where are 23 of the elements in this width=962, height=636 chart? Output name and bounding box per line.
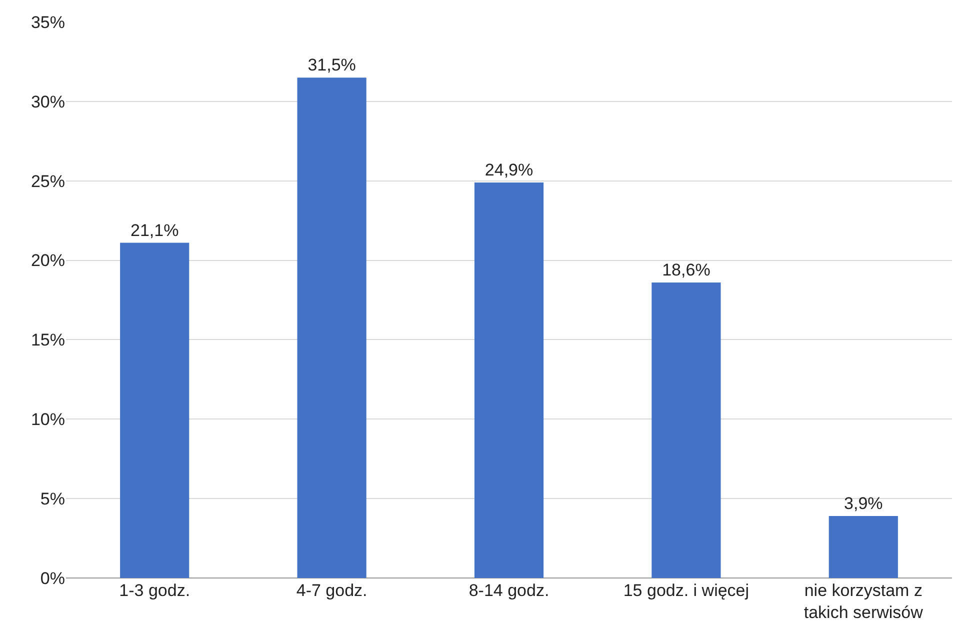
y-tick-label: 25% [30,172,65,191]
y-tick-label: 0% [40,568,65,588]
data-label: 24,9% [484,160,534,180]
bar [828,516,898,578]
bar [297,78,366,578]
y-tick-label: 35% [30,12,65,32]
data-label: 3,9% [844,494,883,514]
y-tick-label: 15% [30,330,65,350]
data-label: 21,1% [130,220,179,240]
x-tick-label: 1-3 godz. [119,581,190,600]
bar [120,242,190,578]
x-tick-label: 4-7 godz. [296,581,368,600]
data-label: 31,5% [308,56,356,75]
y-tick-label: 20% [30,251,65,270]
y-tick-label: 10% [30,410,65,430]
x-tick-label: 15 godz. i więcej [623,581,750,600]
x-tick-label: 8-14 godz. [468,581,550,600]
x-tick-label: nie korzystam z takich serwisów [804,581,924,622]
y-tick-label: 30% [30,92,65,112]
y-tick-label: 5% [40,490,65,509]
bar [652,282,721,578]
bar [474,182,544,578]
data-label: 18,6% [662,260,710,280]
